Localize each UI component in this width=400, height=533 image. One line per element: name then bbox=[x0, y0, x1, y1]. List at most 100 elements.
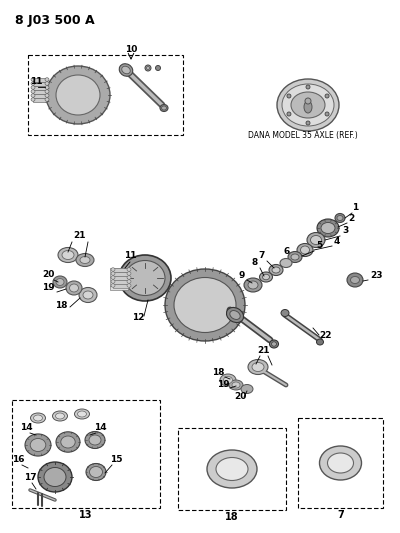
Bar bbox=[33, 78, 47, 82]
Text: 8 J03 500 A: 8 J03 500 A bbox=[15, 14, 95, 27]
Text: 16: 16 bbox=[12, 455, 24, 464]
Ellipse shape bbox=[248, 281, 258, 289]
Ellipse shape bbox=[45, 98, 49, 101]
Ellipse shape bbox=[252, 362, 264, 372]
Ellipse shape bbox=[38, 462, 72, 492]
Text: 14: 14 bbox=[20, 423, 32, 432]
Ellipse shape bbox=[216, 457, 248, 481]
Ellipse shape bbox=[122, 66, 130, 74]
Ellipse shape bbox=[31, 78, 35, 81]
Ellipse shape bbox=[304, 101, 312, 113]
Text: 8: 8 bbox=[252, 258, 258, 267]
Text: 18: 18 bbox=[56, 301, 68, 310]
Text: 20: 20 bbox=[234, 392, 246, 401]
Ellipse shape bbox=[325, 112, 329, 116]
Text: 11: 11 bbox=[124, 251, 136, 260]
Ellipse shape bbox=[56, 432, 80, 452]
Bar bbox=[178, 428, 286, 510]
Text: 9: 9 bbox=[239, 271, 245, 280]
Ellipse shape bbox=[66, 281, 82, 295]
Ellipse shape bbox=[230, 311, 240, 319]
Ellipse shape bbox=[335, 214, 345, 222]
Text: 3: 3 bbox=[342, 226, 348, 235]
Ellipse shape bbox=[281, 310, 289, 317]
Text: 11: 11 bbox=[30, 77, 42, 86]
Ellipse shape bbox=[127, 272, 131, 275]
Bar bbox=[33, 94, 47, 98]
Ellipse shape bbox=[270, 340, 278, 348]
Bar bbox=[298, 418, 383, 508]
Ellipse shape bbox=[127, 268, 131, 271]
Ellipse shape bbox=[127, 284, 131, 287]
Ellipse shape bbox=[111, 272, 115, 275]
Ellipse shape bbox=[325, 94, 329, 98]
Bar bbox=[113, 280, 129, 284]
Ellipse shape bbox=[160, 104, 168, 111]
Ellipse shape bbox=[127, 280, 131, 283]
Ellipse shape bbox=[248, 359, 268, 375]
Ellipse shape bbox=[262, 274, 270, 280]
Ellipse shape bbox=[76, 254, 94, 266]
Ellipse shape bbox=[280, 259, 292, 268]
Ellipse shape bbox=[70, 284, 78, 292]
Ellipse shape bbox=[127, 276, 131, 279]
Ellipse shape bbox=[146, 67, 150, 69]
Ellipse shape bbox=[56, 413, 64, 419]
Ellipse shape bbox=[260, 272, 272, 282]
Ellipse shape bbox=[337, 215, 343, 221]
Ellipse shape bbox=[306, 121, 310, 125]
Text: 23: 23 bbox=[370, 271, 382, 280]
Ellipse shape bbox=[125, 261, 165, 295]
Ellipse shape bbox=[226, 308, 244, 322]
Text: 18: 18 bbox=[225, 512, 239, 522]
Ellipse shape bbox=[272, 342, 276, 346]
Bar bbox=[110, 286, 128, 290]
Ellipse shape bbox=[31, 98, 35, 101]
Ellipse shape bbox=[174, 278, 236, 333]
Ellipse shape bbox=[86, 464, 106, 481]
Ellipse shape bbox=[85, 432, 105, 448]
Ellipse shape bbox=[90, 466, 102, 478]
Ellipse shape bbox=[328, 453, 354, 473]
Ellipse shape bbox=[31, 90, 35, 93]
Text: 13: 13 bbox=[79, 510, 93, 520]
Ellipse shape bbox=[145, 65, 151, 71]
Ellipse shape bbox=[79, 287, 97, 303]
Ellipse shape bbox=[31, 86, 35, 89]
Ellipse shape bbox=[229, 380, 243, 390]
Text: 14: 14 bbox=[94, 423, 106, 432]
Ellipse shape bbox=[53, 276, 67, 288]
Ellipse shape bbox=[56, 279, 64, 286]
Ellipse shape bbox=[111, 276, 115, 279]
Ellipse shape bbox=[89, 435, 101, 445]
Text: 7: 7 bbox=[259, 251, 265, 260]
Text: 22: 22 bbox=[319, 331, 331, 340]
Ellipse shape bbox=[46, 66, 110, 124]
Ellipse shape bbox=[25, 434, 51, 456]
Ellipse shape bbox=[62, 251, 74, 260]
Text: 12: 12 bbox=[132, 313, 144, 322]
Ellipse shape bbox=[83, 291, 93, 299]
Bar bbox=[33, 82, 47, 85]
Ellipse shape bbox=[111, 284, 115, 287]
Bar bbox=[113, 276, 129, 279]
Bar bbox=[12, 400, 160, 508]
Text: 19: 19 bbox=[217, 380, 229, 389]
Ellipse shape bbox=[74, 409, 90, 419]
Text: 7: 7 bbox=[337, 510, 344, 520]
Ellipse shape bbox=[80, 256, 90, 263]
Ellipse shape bbox=[45, 90, 49, 93]
Text: 18: 18 bbox=[212, 368, 224, 377]
Ellipse shape bbox=[156, 66, 160, 70]
Bar bbox=[28, 55, 183, 135]
Ellipse shape bbox=[300, 246, 310, 254]
Text: 4: 4 bbox=[334, 237, 340, 246]
Ellipse shape bbox=[111, 268, 115, 271]
Bar bbox=[110, 277, 128, 281]
Bar bbox=[113, 268, 129, 271]
Ellipse shape bbox=[288, 252, 302, 262]
Ellipse shape bbox=[30, 439, 46, 451]
Ellipse shape bbox=[58, 247, 78, 262]
Text: 10: 10 bbox=[125, 45, 137, 54]
Ellipse shape bbox=[347, 273, 363, 287]
